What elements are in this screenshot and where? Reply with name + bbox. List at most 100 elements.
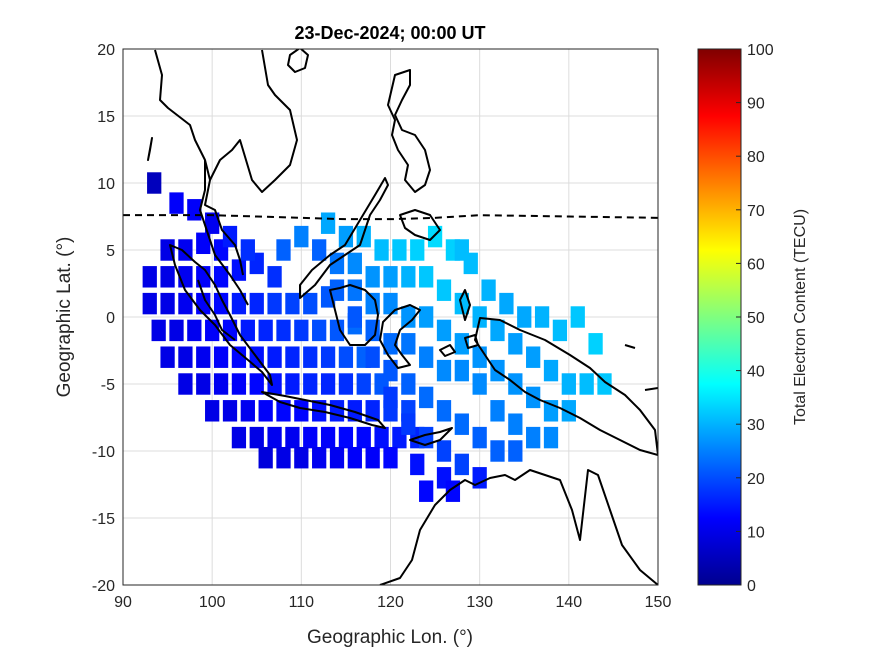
tec-cell: [383, 359, 398, 382]
tec-cell: [329, 400, 345, 422]
tec-cell: [383, 292, 398, 315]
tec-cell: [401, 373, 416, 395]
coastline-sulawesi: [379, 304, 421, 369]
tec-cell: [570, 306, 585, 328]
tec-cell: [187, 319, 202, 342]
tec-cell: [347, 306, 362, 328]
coastline-indochina: [154, 49, 244, 276]
tec-cell: [147, 172, 162, 194]
tec-cell: [561, 373, 576, 395]
coastline-small-islands: [147, 137, 658, 391]
tec-cell: [329, 319, 345, 342]
tec-cell: [294, 225, 309, 248]
tec-cell: [285, 426, 300, 449]
coastline-mindanao: [399, 209, 441, 241]
tec-cell: [213, 266, 229, 288]
x-tick-labels: 90 100 110 120 130 140 150: [114, 594, 671, 611]
colorbar-tick-label: 100: [747, 42, 774, 59]
tec-cell: [383, 333, 398, 355]
tec-cell: [472, 467, 487, 489]
colorbar-tick-label: 20: [747, 471, 765, 488]
tec-cell: [383, 446, 398, 469]
tec-cell: [472, 306, 487, 328]
x-tick-label: 90: [114, 594, 132, 611]
coastline-australia: [379, 469, 658, 585]
y-tick-label: -5: [101, 377, 115, 394]
tec-cell: [142, 266, 157, 288]
tec-cell: [338, 346, 354, 368]
tec-cell: [213, 373, 229, 395]
tec-cell: [419, 480, 434, 502]
plot-frame: [122, 48, 659, 586]
tec-cell: [374, 426, 389, 449]
colorbar-tick-label: 50: [747, 310, 765, 327]
colorbar-tick-label: 60: [747, 256, 765, 273]
coastline-hainan: [287, 49, 309, 73]
tec-cell: [347, 400, 362, 422]
tec-cell: [249, 292, 264, 315]
tec-cell: [142, 292, 157, 315]
tec-cell: [151, 319, 166, 342]
tec-cell: [267, 346, 282, 368]
tec-cell: [401, 333, 416, 355]
tec-cell: [534, 306, 550, 328]
tec-cell: [205, 212, 220, 234]
tec-cell: [285, 292, 300, 315]
tec-cell: [303, 346, 318, 368]
tec-cell: [338, 225, 354, 248]
tec-cell: [222, 400, 238, 422]
tec-cell: [436, 440, 452, 462]
tec-cell: [490, 440, 505, 462]
y-tick-label: 20: [97, 42, 115, 59]
tec-cell: [526, 426, 541, 449]
coastline-new-guinea: [474, 317, 658, 456]
y-tick-label: 15: [97, 109, 115, 126]
tec-cell: [356, 373, 371, 395]
y-tick-label: -15: [92, 511, 115, 528]
tec-cell: [419, 266, 434, 288]
tec-cell: [436, 319, 452, 342]
colorbar-label: Total Electron Content (TECU): [792, 209, 809, 425]
tec-cell: [561, 400, 576, 422]
x-axis-label: Geographic Lon. (°): [307, 627, 473, 648]
tec-cell: [303, 426, 318, 449]
tec-cell: [552, 319, 568, 342]
colorbar-tick-label: 80: [747, 149, 765, 166]
tec-cell: [196, 346, 211, 368]
tec-cell: [178, 346, 193, 368]
tec-cell: [303, 292, 318, 315]
coastline-sumatra: [169, 244, 273, 386]
y-tick-labels: 20 15 10 5 0 -5 -10 -15 -20: [92, 42, 115, 595]
tec-cell: [320, 212, 336, 234]
coastline-java: [261, 391, 386, 429]
tec-cell: [249, 373, 264, 395]
tec-cell: [294, 446, 309, 469]
tec-cell: [312, 446, 327, 469]
tec-cell: [365, 446, 380, 469]
tec-cell: [178, 292, 193, 315]
tec-cell: [383, 386, 398, 409]
tec-cell: [205, 400, 220, 422]
tec-cell: [303, 373, 318, 395]
tec-cell: [320, 373, 336, 395]
tec-cell: [347, 446, 362, 469]
tec-cell: [401, 306, 416, 328]
coastline-borneo-south: [329, 284, 379, 346]
tec-cell: [231, 259, 247, 281]
tec-cell: [436, 359, 452, 382]
tec-cell: [240, 319, 255, 342]
magnetic-equator-line: [123, 214, 659, 221]
coastline-philippines: [387, 69, 431, 193]
tec-cell: [276, 400, 291, 422]
colorbar-tick-label: 90: [747, 96, 765, 113]
tec-cell: [231, 292, 247, 315]
tec-cell: [231, 346, 247, 368]
tec-cell: [267, 266, 282, 288]
tec-cell: [472, 346, 487, 368]
tec-cell: [276, 446, 291, 469]
tec-cell: [579, 373, 594, 395]
tec-cell: [320, 346, 336, 368]
tec-cell: [196, 232, 211, 255]
